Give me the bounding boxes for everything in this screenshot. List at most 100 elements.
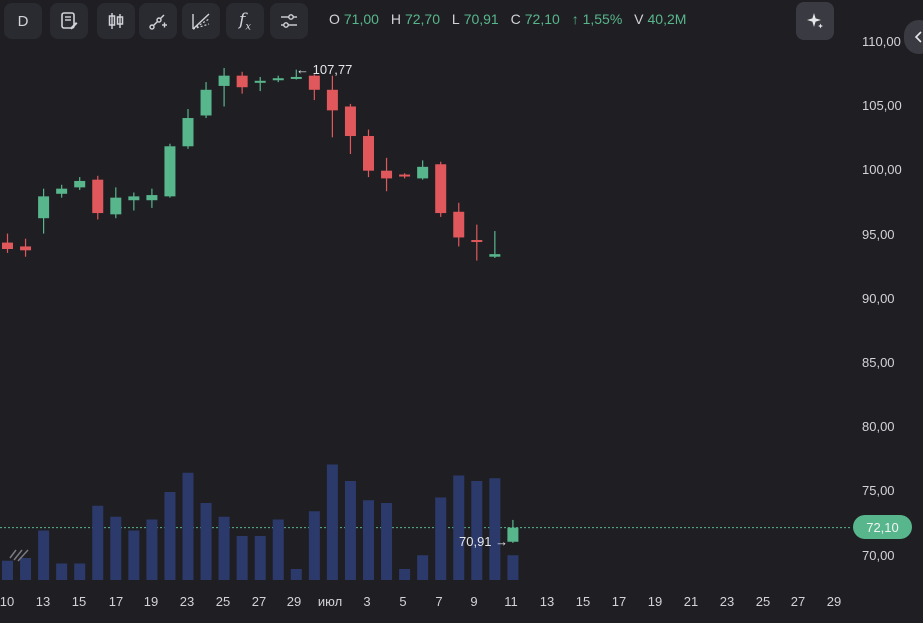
open-value: 71,00 bbox=[343, 11, 379, 27]
time-axis-label: 9 bbox=[470, 594, 478, 609]
fib-tool-button[interactable] bbox=[182, 3, 220, 39]
tradingview-logo-icon bbox=[9, 549, 29, 562]
current-price-tag: 72,10 bbox=[853, 515, 912, 539]
candle bbox=[92, 175, 104, 220]
volume-bar bbox=[381, 503, 393, 580]
top-toolbar: D fx O 71,00 H 72,70 L 70,91 C 72,10 ↑ 1,55%… bbox=[0, 0, 923, 54]
candle bbox=[308, 74, 320, 101]
ohlc-legend: O 71,00 H 72,70 L 70,91 C 72,10 ↑ 1,55% V 40,… bbox=[329, 11, 694, 27]
candle bbox=[74, 177, 86, 190]
volume-key: V bbox=[634, 11, 644, 27]
candle bbox=[272, 75, 284, 83]
chevron-left-icon bbox=[914, 31, 922, 43]
candle bbox=[56, 184, 68, 198]
candle bbox=[344, 103, 356, 154]
time-axis-label: 23 bbox=[179, 594, 195, 609]
volume-bar bbox=[56, 563, 68, 580]
time-axis-label: 15 bbox=[575, 594, 591, 609]
drawing-tool-button[interactable] bbox=[139, 3, 177, 39]
sparkle-icon bbox=[807, 13, 823, 29]
ai-assistant-button[interactable] bbox=[796, 2, 834, 40]
time-axis-label: 3 bbox=[363, 594, 371, 609]
time-axis-label: 5 bbox=[399, 594, 407, 609]
candle bbox=[507, 519, 519, 543]
candle bbox=[489, 231, 501, 258]
candle bbox=[110, 187, 122, 219]
document-edit-icon bbox=[61, 12, 78, 30]
candle bbox=[236, 71, 248, 94]
high-key: H bbox=[390, 11, 401, 27]
time-axis-label: 27 bbox=[790, 594, 806, 609]
volume-bar bbox=[236, 536, 248, 580]
volume-value: 40,2M bbox=[647, 11, 687, 27]
candle bbox=[146, 188, 158, 208]
function-icon: fx bbox=[239, 9, 251, 33]
candle bbox=[20, 238, 32, 257]
candle bbox=[164, 143, 176, 198]
time-axis-label: 25 bbox=[215, 594, 231, 609]
volume-bar bbox=[326, 464, 338, 580]
side-panel-collapse-button[interactable] bbox=[904, 20, 923, 54]
time-axis-label: 29 bbox=[826, 594, 842, 609]
time-axis-label: 13 bbox=[35, 594, 51, 609]
candle bbox=[417, 160, 429, 180]
candle bbox=[2, 233, 13, 253]
candle bbox=[218, 67, 230, 107]
sliders-icon bbox=[281, 14, 297, 28]
time-axis-label: 19 bbox=[143, 594, 159, 609]
time-axis-label: 25 bbox=[755, 594, 771, 609]
volume-bar bbox=[399, 569, 411, 580]
time-axis-label: 19 bbox=[647, 594, 663, 609]
volume-bar bbox=[146, 519, 158, 580]
volume-bar bbox=[272, 519, 284, 580]
volume-bar bbox=[128, 530, 140, 580]
candles bbox=[2, 67, 519, 543]
volume-bar bbox=[254, 536, 266, 580]
close-key: C bbox=[510, 11, 521, 27]
candle bbox=[363, 129, 374, 178]
volume-bar bbox=[489, 478, 501, 580]
time-axis-label: 13 bbox=[539, 594, 555, 609]
volume-bars bbox=[2, 464, 519, 580]
volume-bar bbox=[453, 475, 465, 580]
volume-bar bbox=[110, 516, 122, 580]
time-axis-label: 15 bbox=[71, 594, 87, 609]
change-value: ↑ 1,55% bbox=[571, 11, 623, 27]
script-editor-button[interactable] bbox=[50, 3, 88, 39]
volume-bar bbox=[507, 555, 519, 580]
candle bbox=[200, 82, 212, 119]
time-axis-label: 29 bbox=[286, 594, 302, 609]
candles-icon bbox=[108, 13, 124, 29]
settings-button[interactable] bbox=[270, 3, 308, 39]
volume-bar bbox=[218, 516, 230, 580]
volume-bar bbox=[417, 555, 429, 580]
low-price-marker: 70,91 → bbox=[459, 534, 509, 549]
time-axis-label: июл bbox=[317, 594, 343, 609]
time-axis-label: 10 bbox=[0, 594, 15, 609]
time-axis-label: 27 bbox=[251, 594, 267, 609]
low-key: L bbox=[451, 11, 460, 27]
chart-type-button[interactable] bbox=[97, 3, 135, 39]
candle bbox=[399, 173, 411, 179]
time-axis-label: 17 bbox=[108, 594, 124, 609]
candle bbox=[453, 202, 465, 247]
high-value: 72,70 bbox=[404, 11, 440, 27]
volume-bar bbox=[344, 481, 356, 580]
candle bbox=[381, 157, 393, 192]
volume-bar bbox=[435, 497, 447, 580]
interval-button[interactable]: D bbox=[4, 3, 42, 39]
volume-bar bbox=[20, 558, 32, 580]
indicators-button[interactable]: fx bbox=[226, 3, 264, 39]
candle bbox=[182, 109, 194, 149]
volume-bar bbox=[74, 563, 86, 580]
close-value: 72,10 bbox=[524, 11, 560, 27]
interval-label: D bbox=[17, 12, 29, 30]
candle bbox=[290, 69, 302, 80]
volume-bar bbox=[92, 505, 104, 580]
candle bbox=[326, 75, 338, 138]
high-price-marker: ← 107,77 bbox=[296, 62, 353, 77]
volume-bar bbox=[290, 569, 302, 580]
candle bbox=[254, 76, 266, 92]
open-key: O bbox=[329, 11, 340, 27]
